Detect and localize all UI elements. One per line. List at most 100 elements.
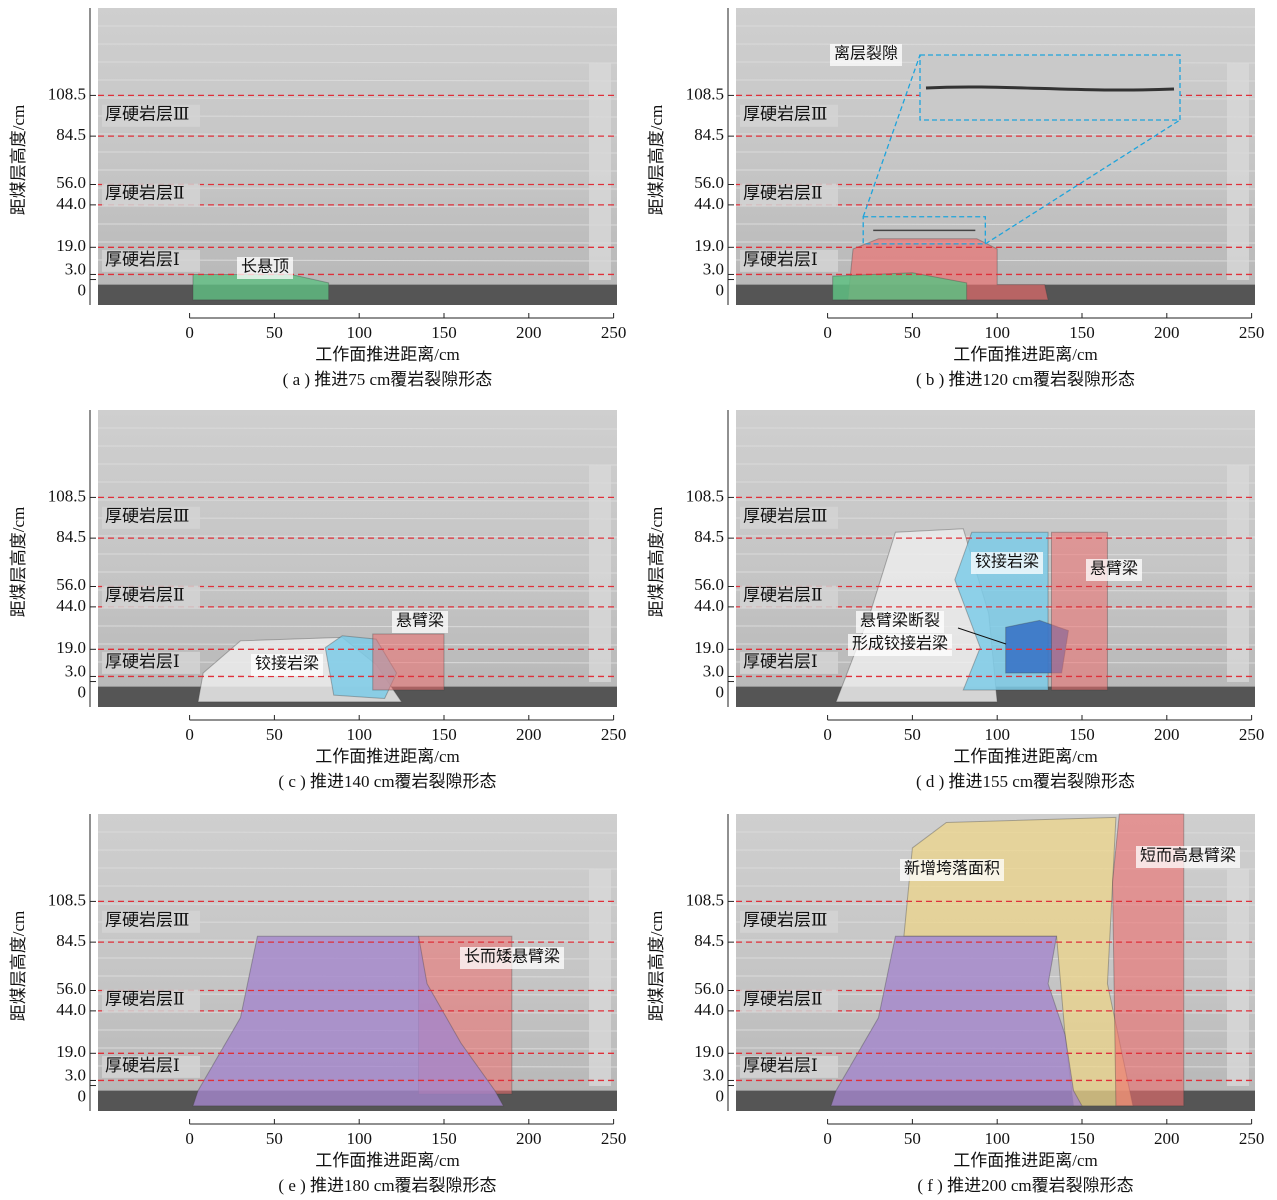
y-tick-label: 3.0 bbox=[703, 259, 724, 278]
bedding bbox=[735, 205, 1256, 208]
panel: 0 50 100 150 200 250 0 3.0 19.0 44.0 56.0 84.5 108.5… bbox=[9, 8, 626, 389]
y-tick-label: 56.0 bbox=[56, 979, 86, 998]
x-tick-label: 250 bbox=[601, 323, 627, 342]
layer-label-bg bbox=[102, 183, 200, 206]
layer-label-bg bbox=[740, 249, 838, 272]
region bbox=[1050, 531, 1108, 691]
y-tick-label: 44.0 bbox=[694, 1000, 724, 1019]
annotation-bg bbox=[251, 654, 323, 676]
y-tick-label: 84.5 bbox=[694, 931, 724, 950]
annotation-bg bbox=[460, 947, 564, 969]
x-tick-label: 200 bbox=[1154, 323, 1180, 342]
y-tick-label: 84.5 bbox=[56, 125, 86, 144]
annotation: 悬臂梁断裂 bbox=[860, 612, 940, 630]
y-tick-label: 84.5 bbox=[56, 931, 86, 950]
panel-caption: ( b ) 推进120 cm覆岩裂隙形态 bbox=[916, 370, 1135, 389]
annotation: 短而高悬臂梁 bbox=[1140, 847, 1236, 865]
x-tick-label: 50 bbox=[904, 725, 921, 744]
y-tick-label: 3.0 bbox=[65, 1065, 86, 1084]
layer-label-bg bbox=[102, 989, 200, 1012]
y-tick-label: 19.0 bbox=[56, 1042, 86, 1061]
bedding bbox=[97, 151, 618, 154]
paper-strip bbox=[1227, 869, 1249, 1086]
x-tick-label: 200 bbox=[516, 725, 542, 744]
bedding bbox=[97, 849, 618, 852]
bedding bbox=[735, 169, 1256, 172]
bedding bbox=[97, 25, 618, 28]
x-tick-label: 50 bbox=[266, 725, 283, 744]
x-tick-label: 200 bbox=[1154, 725, 1180, 744]
layer-label: 厚硬岩层Ⅱ bbox=[105, 184, 185, 203]
paper-strip bbox=[589, 869, 611, 1086]
layer-label: 厚硬岩层Ⅱ bbox=[743, 990, 823, 1009]
x-axis-title: 工作面推进距离/cm bbox=[953, 1151, 1098, 1170]
bedding bbox=[735, 25, 1256, 28]
annotation-bg bbox=[1136, 846, 1240, 868]
y-tick-label: 84.5 bbox=[694, 527, 724, 546]
layer-label: 厚硬岩层Ⅲ bbox=[743, 507, 827, 526]
bedding bbox=[735, 481, 1256, 484]
layer-label-bg bbox=[102, 249, 200, 272]
leader bbox=[957, 627, 1007, 645]
x-tick-label: 100 bbox=[346, 323, 372, 342]
annotation: 悬臂梁 bbox=[396, 612, 444, 630]
x-tick-label: 0 bbox=[823, 323, 832, 342]
x-tick-label: 50 bbox=[266, 1129, 283, 1148]
x-tick-label: 250 bbox=[601, 725, 627, 744]
layer-label-bg bbox=[740, 989, 838, 1012]
paper-strip bbox=[589, 63, 611, 280]
panel-caption: ( f ) 推进200 cm覆岩裂隙形态 bbox=[917, 1176, 1133, 1195]
x-tick-label: 200 bbox=[1154, 1129, 1180, 1148]
bedding bbox=[97, 205, 618, 208]
panel-caption: ( d ) 推进155 cm覆岩裂隙形态 bbox=[916, 772, 1135, 791]
y-tick-label: 19.0 bbox=[694, 1042, 724, 1061]
bedding bbox=[97, 43, 618, 46]
x-tick-label: 50 bbox=[904, 1129, 921, 1148]
region bbox=[832, 272, 968, 301]
annotation: 悬臂梁 bbox=[1090, 560, 1138, 578]
region bbox=[192, 273, 330, 301]
zoom-connector bbox=[862, 54, 921, 217]
annotation-bg bbox=[856, 611, 944, 633]
bedding bbox=[97, 463, 618, 466]
layer-label: 厚硬岩层Ⅰ bbox=[105, 250, 180, 269]
y-tick-label: 19.0 bbox=[694, 638, 724, 657]
x-tick-label: 250 bbox=[1239, 323, 1265, 342]
x-tick-label: 0 bbox=[823, 725, 832, 744]
y-tick-label: 44.0 bbox=[56, 596, 86, 615]
y-tick-label: 44.0 bbox=[56, 194, 86, 213]
x-tick-label: 150 bbox=[1069, 323, 1095, 342]
y-tick-label: 0 bbox=[716, 682, 725, 701]
layer-label: 厚硬岩层Ⅰ bbox=[743, 652, 818, 671]
bedding bbox=[735, 133, 1256, 136]
layer-label-bg bbox=[102, 910, 200, 933]
paper-strip bbox=[589, 465, 611, 682]
layer-label-bg bbox=[102, 104, 200, 127]
layer-label-bg bbox=[740, 1055, 838, 1078]
bedding bbox=[97, 481, 618, 484]
y-tick-label: 56.0 bbox=[694, 575, 724, 594]
layer-label-bg bbox=[740, 183, 838, 206]
bedding bbox=[97, 169, 618, 172]
annotation-bg bbox=[830, 44, 902, 66]
y-tick-label: 56.0 bbox=[694, 979, 724, 998]
annotation-bg bbox=[900, 859, 1004, 881]
zoom-frame bbox=[919, 54, 1181, 121]
bedding bbox=[735, 241, 1256, 244]
y-tick-label: 0 bbox=[78, 1086, 87, 1105]
x-axis-title: 工作面推进距离/cm bbox=[953, 345, 1098, 364]
y-axis-title: 距煤层高度/cm bbox=[9, 105, 28, 216]
layer-label-bg bbox=[740, 585, 838, 608]
y-tick-label: 108.5 bbox=[686, 890, 724, 909]
bedding bbox=[735, 427, 1256, 430]
x-tick-label: 100 bbox=[346, 1129, 372, 1148]
x-tick-label: 100 bbox=[984, 725, 1010, 744]
x-tick-label: 100 bbox=[984, 1129, 1010, 1148]
x-tick-label: 150 bbox=[1069, 725, 1095, 744]
y-tick-label: 84.5 bbox=[56, 527, 86, 546]
layer-label: 厚硬岩层Ⅰ bbox=[105, 652, 180, 671]
x-tick-label: 100 bbox=[984, 323, 1010, 342]
annotation: 离层裂隙 bbox=[834, 45, 898, 63]
bedding bbox=[97, 903, 618, 906]
annotation: 铰接岩梁 bbox=[975, 553, 1039, 571]
